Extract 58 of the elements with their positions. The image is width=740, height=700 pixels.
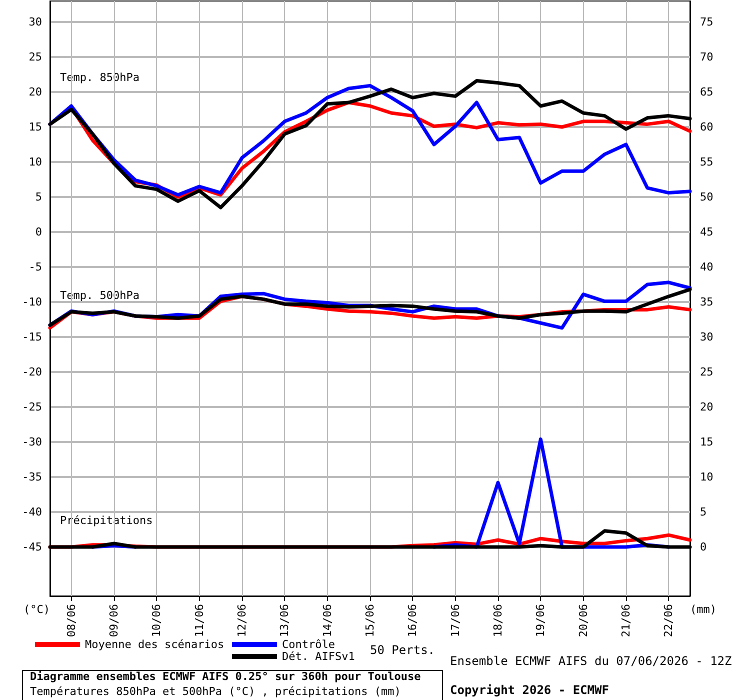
y2-tick-label: 65 xyxy=(700,86,714,98)
x-tick-label: 09/06 xyxy=(108,604,120,638)
y-tick-label: -25 xyxy=(22,400,42,414)
y2-tick-label: 55 xyxy=(700,156,714,168)
y2-tick-label: 35 xyxy=(700,296,714,308)
x-tick-label: 10/06 xyxy=(150,604,164,638)
y2-tick-label: 5 xyxy=(700,506,707,518)
y2-tick-label: 40 xyxy=(700,260,714,274)
x-tick-label: 20/06 xyxy=(576,604,590,638)
legend-label: Contrôle xyxy=(282,638,335,651)
y2-tick-label: 10 xyxy=(700,470,714,484)
y-tick-label: -40 xyxy=(22,506,42,518)
text: 50 Perts. xyxy=(370,643,436,657)
y-tick-label: -30 xyxy=(22,436,42,448)
y-axis-title: (°C) xyxy=(24,603,50,616)
text: Ensemble ECMWF AIFS du 07/06/2026 - 12Z xyxy=(450,654,732,668)
y-tick-label: -15 xyxy=(22,330,42,344)
text: Températures 850hPa et 500hPa (°C) , précipitations (mm) xyxy=(30,685,401,698)
y-tick-label: 25 xyxy=(28,50,42,64)
y2-axis-title: (mm) xyxy=(690,603,716,616)
y2-tick-label: 60 xyxy=(700,120,714,134)
x-tick-label: 13/06 xyxy=(278,604,292,638)
text: Diagramme ensembles ECMWF AIFS 0.25° sur 360h pour Toulouse xyxy=(30,670,422,683)
y-tick-label: 10 xyxy=(28,156,42,168)
text: Copyright 2026 - ECMWF xyxy=(450,683,609,697)
y-tick-label: -45 xyxy=(22,540,42,554)
y2-tick-label: 70 xyxy=(700,50,714,64)
y-tick-label: -5 xyxy=(28,260,42,274)
y2-tick-label: 25 xyxy=(700,366,714,378)
y2-tick-label: 15 xyxy=(700,436,714,448)
annotation: Précipitations xyxy=(60,514,153,527)
y2-tick-label: 50 xyxy=(700,190,714,204)
x-tick-label: 22/06 xyxy=(662,604,676,638)
x-tick-label: 21/06 xyxy=(620,604,632,638)
y2-tick-label: 20 xyxy=(700,400,714,414)
x-tick-label: 12/06 xyxy=(236,604,248,638)
y2-tick-label: 75 xyxy=(700,16,714,28)
x-tick-label: 18/06 xyxy=(492,604,504,638)
y2-tick-label: 30 xyxy=(700,330,714,344)
y-tick-label: 20 xyxy=(28,86,42,98)
y2-tick-label: 0 xyxy=(700,540,707,554)
x-tick-label: 08/06 xyxy=(64,604,78,638)
x-tick-label: 14/06 xyxy=(320,604,334,638)
x-tick-label: 15/06 xyxy=(364,604,376,638)
legend-label: Dét. AIFSv1 xyxy=(282,650,355,663)
legend-label: Moyenne des scénarios xyxy=(85,638,224,651)
y2-tick-label: 45 xyxy=(700,226,714,238)
x-tick-label: 11/06 xyxy=(192,604,206,638)
y-tick-label: -20 xyxy=(22,366,42,378)
y-tick-label: 30 xyxy=(28,16,42,28)
y-tick-label: -10 xyxy=(22,296,42,308)
y-tick-label: 15 xyxy=(28,120,42,134)
x-tick-label: 17/06 xyxy=(448,604,462,638)
y-tick-label: 0 xyxy=(35,226,42,238)
x-tick-label: 19/06 xyxy=(534,604,548,638)
y-tick-label: -35 xyxy=(22,470,42,484)
x-tick-label: 16/06 xyxy=(406,604,420,638)
y-tick-label: 5 xyxy=(35,190,42,204)
